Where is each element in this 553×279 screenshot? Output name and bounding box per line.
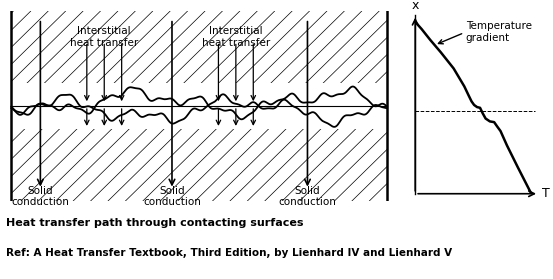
- Text: Solid
conduction: Solid conduction: [279, 186, 336, 207]
- Text: Temperature
gradient: Temperature gradient: [466, 21, 531, 43]
- Text: Solid
conduction: Solid conduction: [143, 186, 201, 207]
- Text: Interstitial
heat transfer: Interstitial heat transfer: [70, 26, 138, 48]
- Bar: [11, 83, 387, 129]
- Text: Ref: A Heat Transfer Textbook, Third Edition, by Lienhard IV and Lienhard V: Ref: A Heat Transfer Textbook, Third Edi…: [6, 248, 452, 258]
- Text: x: x: [411, 0, 419, 12]
- Text: Heat transfer path through contacting surfaces: Heat transfer path through contacting su…: [6, 218, 303, 228]
- Text: Interstitial
heat transfer: Interstitial heat transfer: [202, 26, 270, 48]
- Text: Solid
conduction: Solid conduction: [12, 186, 69, 207]
- Text: T: T: [542, 187, 550, 200]
